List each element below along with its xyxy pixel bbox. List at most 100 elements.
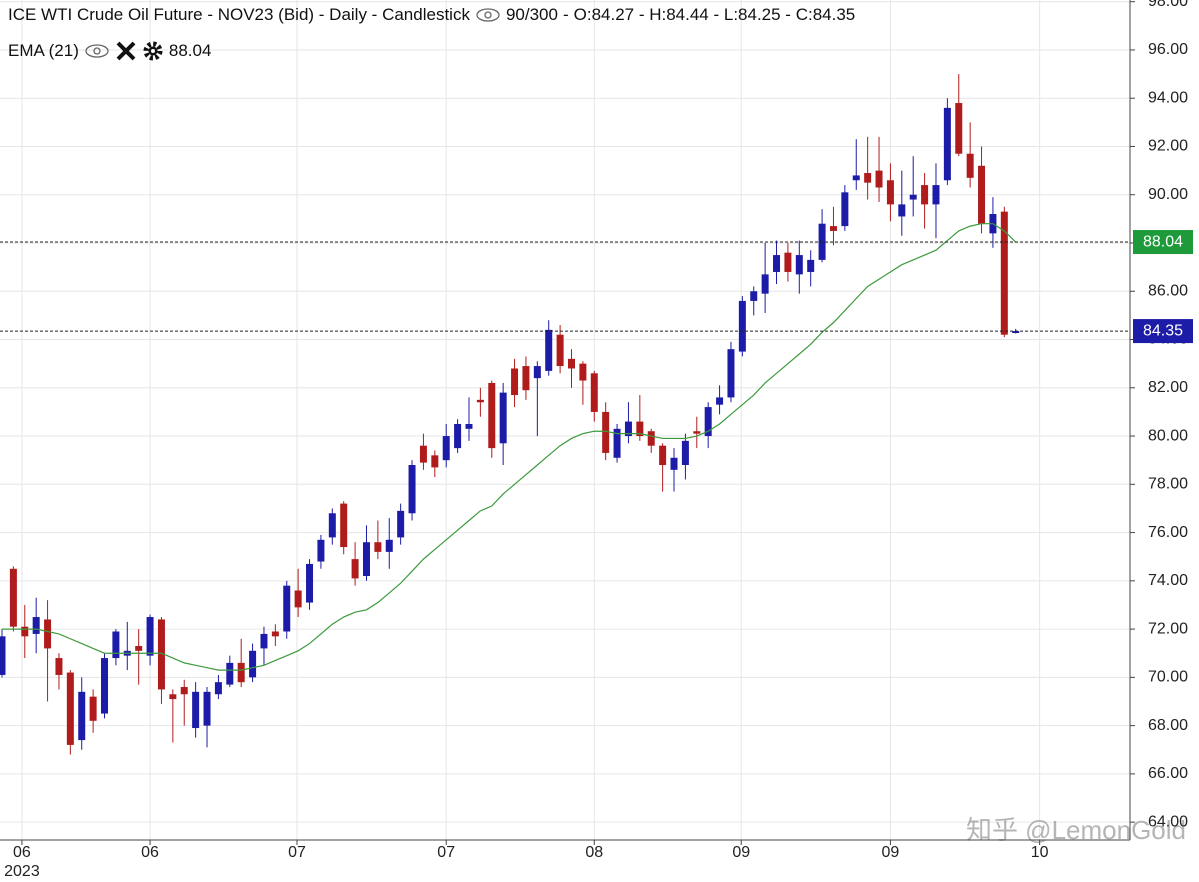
candle-body	[738, 300, 746, 352]
candle-body	[568, 358, 575, 369]
candle-body	[476, 399, 484, 403]
candle-body	[773, 255, 781, 272]
candle-body	[237, 662, 245, 683]
candle-body	[454, 423, 462, 449]
candle-body	[624, 421, 632, 437]
candle-body	[89, 696, 97, 721]
candle-body	[659, 445, 667, 466]
ohlc-label: O:84.27 - H:84.44 - L:84.25 - C:84.35	[573, 5, 856, 24]
y-tick-label: 78.00	[1148, 476, 1188, 493]
candle-body	[180, 687, 188, 695]
candle-body	[704, 407, 712, 437]
y-tick-label: 66.00	[1148, 765, 1188, 782]
candle-body	[55, 658, 63, 675]
candle-body	[169, 694, 177, 700]
candle-body	[978, 165, 986, 224]
candle-body	[636, 421, 644, 437]
candle-body	[192, 691, 200, 729]
candle-body	[306, 563, 314, 603]
ema-marker-label: 88.04	[1143, 233, 1183, 250]
y-tick-label: 76.00	[1148, 524, 1188, 541]
candle-body	[647, 431, 655, 446]
candle-body	[829, 226, 837, 231]
y-tick-label: 80.00	[1148, 427, 1188, 444]
candle-body	[1012, 331, 1020, 334]
x-sublabel: 2023	[4, 863, 40, 880]
y-tick-label: 98.00	[1148, 0, 1188, 10]
y-tick-label: 86.00	[1148, 282, 1188, 299]
candle-body	[955, 103, 963, 154]
candle-body	[716, 397, 724, 405]
candle-body	[841, 192, 849, 227]
settings-icon[interactable]	[142, 40, 164, 62]
candle-body	[271, 631, 279, 637]
candle-body	[249, 650, 257, 678]
candle-body	[317, 539, 325, 562]
candle-body	[511, 368, 519, 396]
candle-body	[522, 366, 530, 391]
ema-marker-box	[1133, 230, 1193, 255]
candle-body	[727, 349, 735, 398]
candle-body	[864, 173, 872, 183]
y-tick-label: 90.00	[1148, 186, 1188, 203]
bar-count: 90/300	[505, 5, 558, 24]
y-tick-label: 68.00	[1148, 717, 1188, 734]
candle-body	[807, 259, 815, 272]
y-tick-label: 82.00	[1148, 379, 1188, 396]
candle-body	[488, 382, 496, 449]
ema-value: 88.04	[168, 41, 212, 60]
eye-icon[interactable]	[475, 7, 501, 23]
x-tick-label: 09	[732, 844, 750, 861]
candle-body	[545, 329, 553, 371]
candle-body	[932, 185, 940, 205]
close-marker-box	[1133, 319, 1193, 344]
y-tick-label: 64.00	[1148, 813, 1188, 830]
candle-body	[66, 672, 74, 745]
candle-body	[556, 334, 564, 367]
eye-icon[interactable]	[84, 43, 110, 59]
x-tick-label: 07	[288, 844, 306, 861]
candle-body	[943, 107, 951, 181]
x-tick-label: 07	[437, 844, 455, 861]
x-tick-label: 06	[141, 844, 159, 861]
candle-body	[397, 510, 405, 538]
candle-body	[32, 617, 40, 634]
candle-body	[590, 373, 598, 412]
x-tick-label: 06	[13, 844, 31, 861]
candle-body	[761, 274, 769, 294]
y-tick-label: 92.00	[1148, 138, 1188, 155]
candle-body	[135, 645, 143, 651]
candle-body	[966, 153, 974, 178]
candle-body	[465, 423, 473, 429]
candle-body	[157, 619, 165, 690]
candle-body	[898, 204, 906, 217]
candle-body	[385, 539, 393, 552]
candle-body	[431, 455, 439, 468]
candle-body	[852, 175, 860, 181]
y-tick-label: 74.00	[1148, 572, 1188, 589]
candle-body	[112, 631, 120, 659]
candle-body	[340, 503, 348, 548]
candle-body	[1000, 211, 1008, 335]
candle-body	[602, 411, 610, 453]
candle-body	[21, 626, 29, 637]
y-tick-label: 70.00	[1148, 669, 1188, 686]
header-line: ICE WTI Crude Oil Future - NOV23 (Bid) -…	[8, 5, 855, 25]
candle-body	[362, 542, 370, 577]
candle-body	[146, 617, 154, 656]
close-marker-label: 84.35	[1143, 322, 1183, 339]
candle-body	[875, 170, 883, 188]
candle-body	[203, 691, 211, 726]
candle-body	[442, 436, 450, 461]
x-tick-label: 08	[585, 844, 603, 861]
chart-title: ICE WTI Crude Oil Future - NOV23 (Bid) -…	[8, 5, 470, 24]
separator: -	[562, 5, 569, 24]
candle-body	[681, 440, 689, 466]
candle-body	[419, 445, 427, 463]
candle-body	[795, 255, 803, 275]
candle-body	[101, 658, 109, 714]
remove-icon[interactable]	[115, 40, 137, 62]
candle-body	[328, 513, 336, 538]
